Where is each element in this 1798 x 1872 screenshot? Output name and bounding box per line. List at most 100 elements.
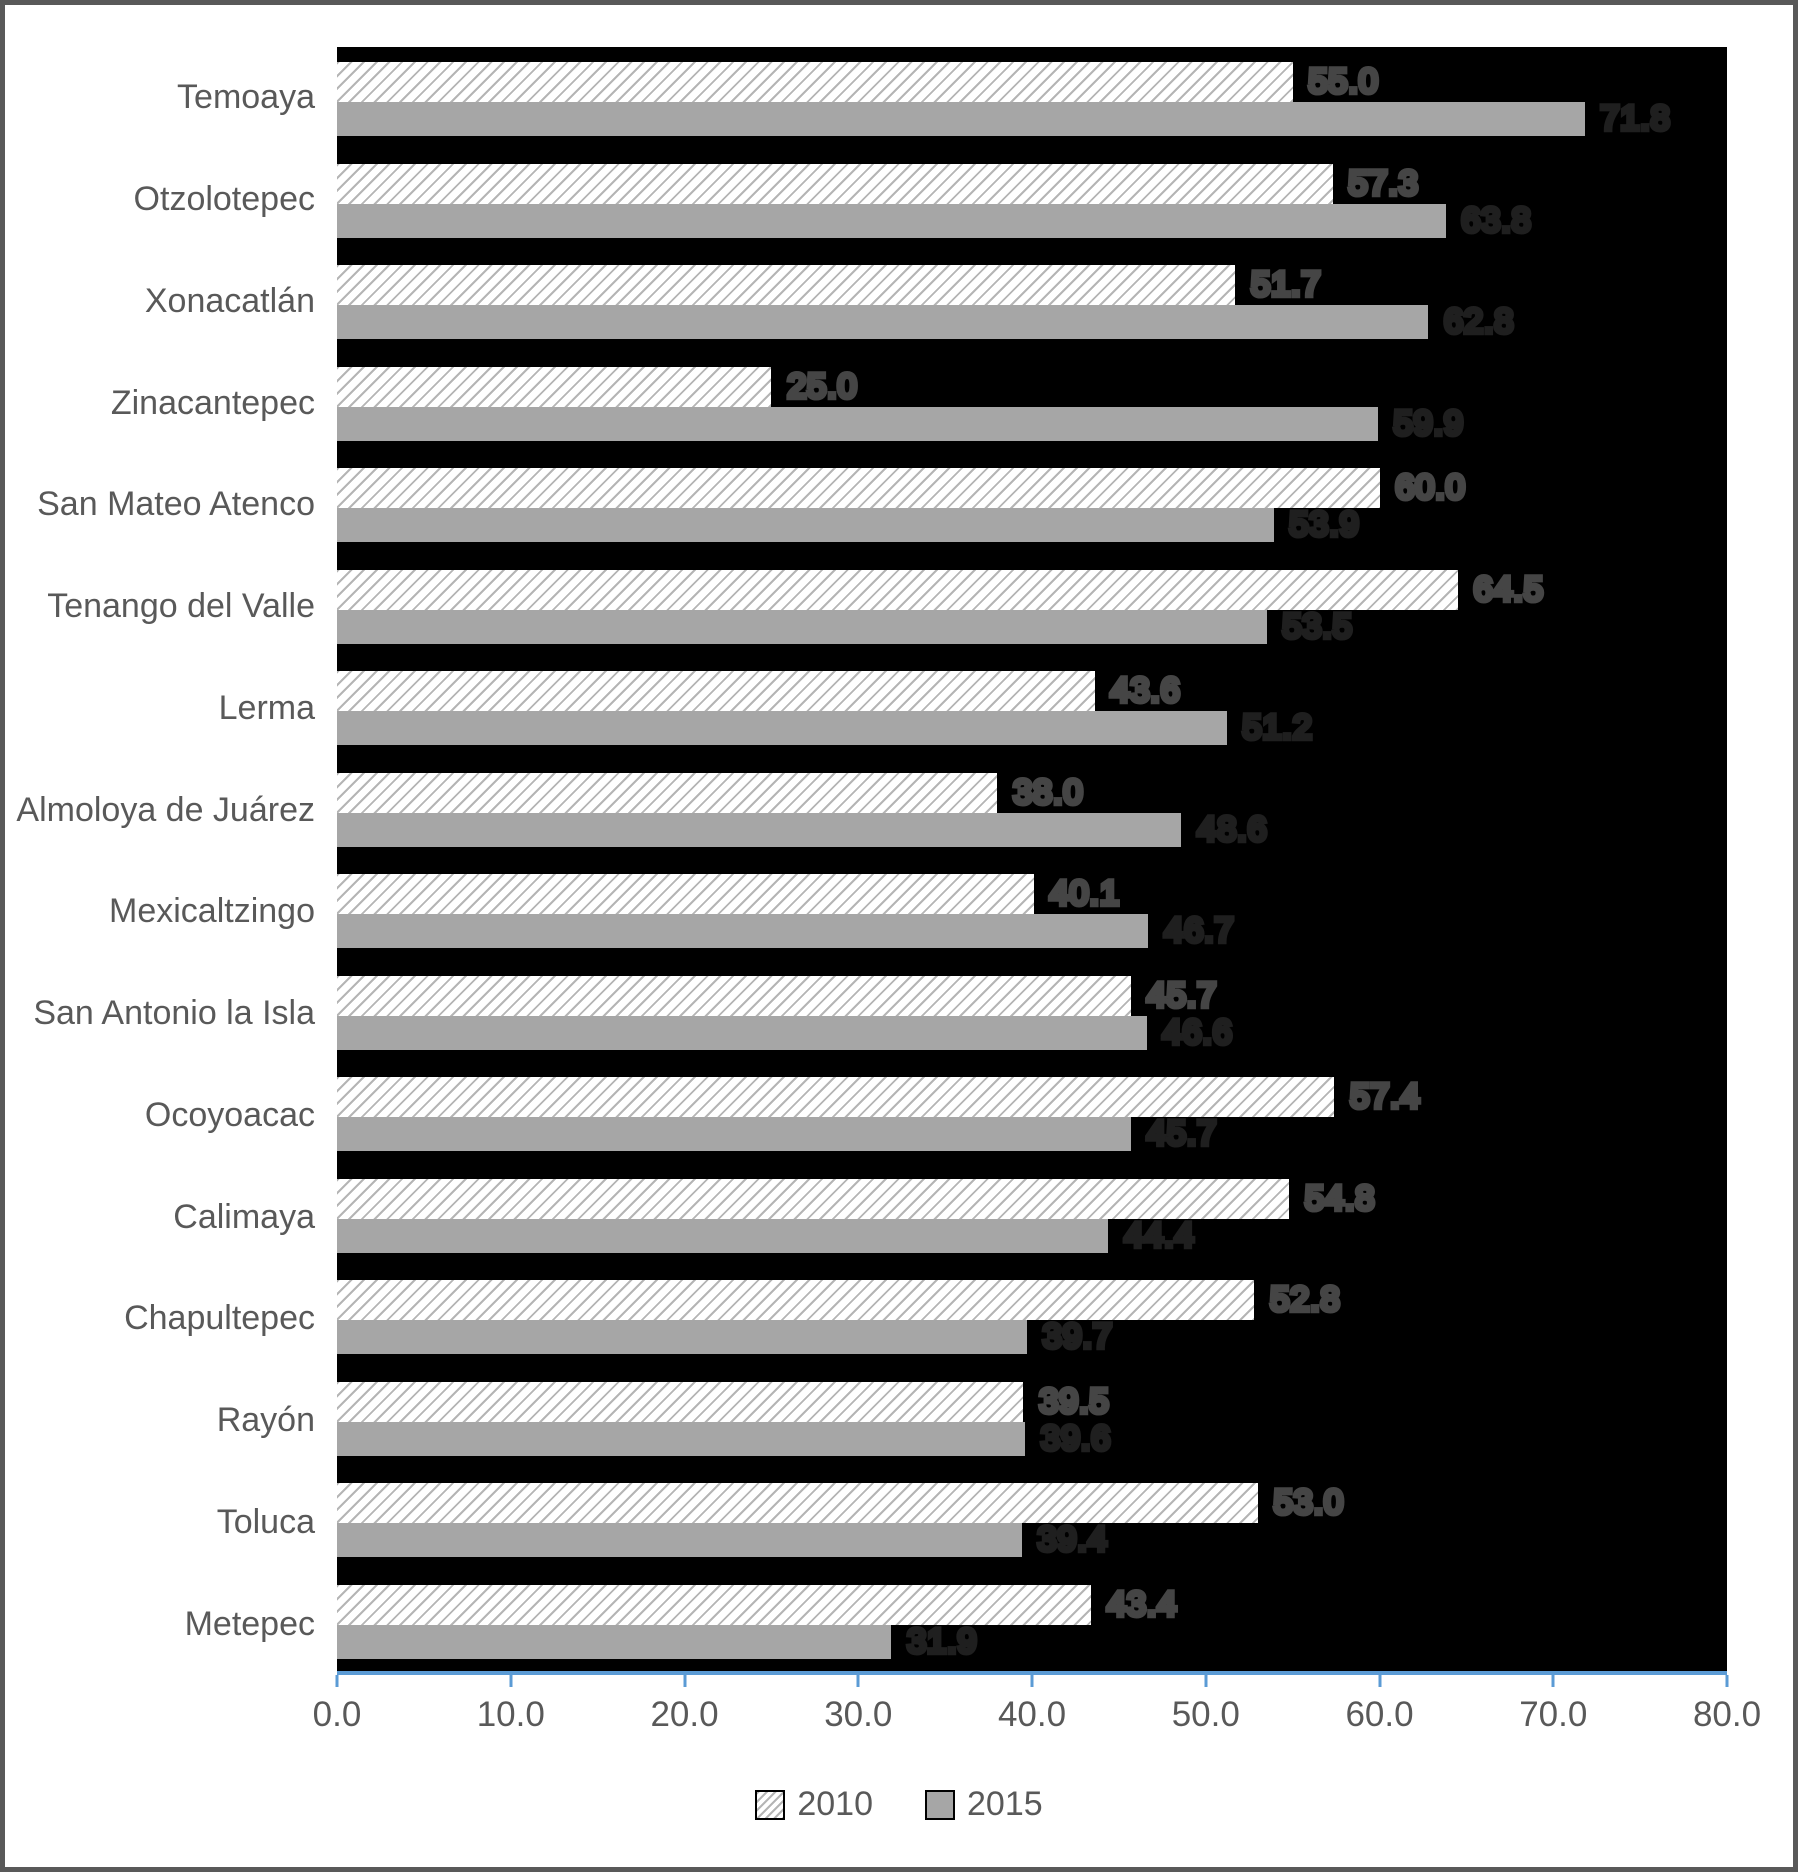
plot-row: 43.4 31.9	[337, 1570, 1727, 1672]
bar-2015	[337, 1421, 1026, 1456]
x-tick-label: 0.0	[312, 1695, 362, 1734]
x-tick-label: 40.0	[997, 1695, 1067, 1734]
bar-2015	[337, 305, 1429, 339]
bar-value-label-2015: 48.6	[1195, 807, 1270, 851]
plot-area: 55.0 71.8 57.3 63.8 51.7 62.8 25.0 59.9 60.0 53.9…	[335, 47, 1729, 1687]
plot-row: 57.3 63.8	[337, 149, 1727, 251]
bar-value-label-2015: 45.7	[1144, 1112, 1219, 1156]
bar-value-label-2010: 45.7	[1144, 973, 1219, 1017]
bar-value-label-2015: 44.4	[1122, 1213, 1197, 1257]
category-label: Almoloya de Juárez	[16, 790, 315, 829]
bar-value-label-2015: 51.2	[1240, 706, 1315, 750]
plot-row: 55.0 71.8	[337, 47, 1727, 149]
bar-value-label-2015: 71.8	[1598, 97, 1673, 141]
bar-value-label-2010: 57.3	[1346, 161, 1421, 205]
bar-2015	[337, 203, 1446, 238]
bar-2010	[337, 874, 1034, 914]
plot-row: 43.6 51.2	[337, 656, 1727, 758]
bar-2015	[337, 812, 1182, 847]
bar-value-label-2010: 43.4	[1104, 1582, 1179, 1626]
chart: Temoaya Otzolotepec Xonacatlán Zinacantepec…	[5, 5, 1793, 1867]
plot-row: 53.0 39.4	[337, 1468, 1727, 1570]
category-label: Tenango del Valle	[47, 587, 315, 626]
bar-value-label-2010: 52.8	[1268, 1278, 1343, 1322]
axis-tick	[335, 1675, 339, 1687]
bar-2015	[337, 508, 1274, 542]
bar-2015	[337, 914, 1149, 948]
bar-value-label-2015: 39.7	[1040, 1315, 1115, 1359]
category-label: Toluca	[216, 1502, 315, 1541]
bar-value-label-2015: 39.6	[1038, 1416, 1113, 1460]
bar-2015	[337, 1320, 1027, 1354]
plot-row: 64.5 53.5	[337, 555, 1727, 657]
axis-tick	[1204, 1675, 1208, 1687]
bar-2010	[337, 366, 772, 407]
bar-value-label-2010: 57.4	[1348, 1075, 1423, 1119]
category-label: Zinacantepec	[110, 383, 315, 422]
bar-value-label-2015: 39.4	[1035, 1518, 1110, 1562]
bar-2010	[337, 1483, 1258, 1523]
x-axis-labels: 0.0 10.0 20.0 30.0 40.0 50.0 60.0 70.0 80.0	[313, 1695, 1761, 1747]
axis-tick	[1725, 1675, 1729, 1687]
bar-value-label-2015: 63.8	[1459, 198, 1534, 242]
category-label: Temoaya	[177, 78, 315, 117]
category-label: San Mateo Atenco	[37, 485, 315, 524]
category-label: Calimaya	[173, 1197, 315, 1236]
plot-row: 54.8 44.4	[337, 1164, 1727, 1266]
plot-row: 25.0 59.9	[337, 352, 1727, 454]
bar-2010	[337, 772, 998, 813]
plot-row: 60.0 53.9	[337, 453, 1727, 555]
axis-tick	[1551, 1675, 1555, 1687]
bar-value-label-2010: 54.8	[1302, 1176, 1377, 1220]
category-label: Rayón	[216, 1401, 315, 1440]
bar-2010	[337, 1280, 1255, 1320]
bar-value-label-2010: 39.5	[1037, 1379, 1112, 1423]
bar-2015	[337, 1523, 1022, 1557]
bar-value-label-2010: 64.5	[1471, 567, 1546, 611]
legend-item-2010: 2010	[755, 1785, 873, 1824]
bar-2010	[337, 975, 1132, 1016]
bar-value-label-2015: 53.9	[1287, 503, 1362, 547]
bar-2015	[337, 711, 1227, 745]
bar-value-label-2015: 46.7	[1162, 909, 1237, 953]
bar-2010	[337, 62, 1293, 102]
bar-2015	[337, 1624, 892, 1659]
bar-2010	[337, 1584, 1092, 1625]
legend: 2010 2015	[5, 1785, 1793, 1824]
bar-value-label-2010: 51.7	[1249, 263, 1324, 307]
bar-2015	[337, 406, 1378, 441]
axis-tick	[856, 1675, 860, 1687]
bar-value-label-2010: 53.0	[1271, 1481, 1346, 1525]
bar-value-label-2015: 53.5	[1280, 604, 1355, 648]
plot-row: 38.0 48.6	[337, 758, 1727, 860]
bar-value-label-2010: 60.0	[1393, 466, 1468, 510]
bar-2010	[337, 671, 1095, 711]
bar-2015	[337, 1117, 1132, 1151]
x-tick-label: 50.0	[1171, 1695, 1240, 1734]
bar-2010	[337, 1077, 1335, 1117]
bar-2015	[337, 1218, 1109, 1253]
axis-tick-marks	[335, 1675, 1729, 1687]
category-label: San Antonio la Isla	[33, 994, 315, 1033]
category-label: Otzolotepec	[133, 180, 315, 219]
bar-2015	[337, 609, 1267, 644]
chart-main: Temoaya Otzolotepec Xonacatlán Zinacantepec…	[5, 47, 1729, 1687]
category-label: Lerma	[218, 688, 315, 727]
category-label: Mexicaltzingo	[109, 892, 315, 931]
bar-2010	[337, 265, 1236, 305]
plot-row: 39.5 39.6	[337, 1367, 1727, 1469]
legend-item-2015: 2015	[925, 1785, 1043, 1824]
bar-value-label-2015: 59.9	[1391, 401, 1466, 445]
plot-row: 51.7 62.8	[337, 250, 1727, 352]
legend-swatch-2015	[925, 1789, 955, 1820]
bar-value-label-2010: 43.6	[1108, 669, 1183, 713]
legend-label-2015: 2015	[967, 1785, 1043, 1823]
x-tick-label: 60.0	[1345, 1695, 1414, 1734]
category-label: Chapultepec	[124, 1299, 315, 1338]
legend-label-2010: 2010	[797, 1785, 873, 1823]
bar-value-label-2015: 46.6	[1160, 1010, 1235, 1054]
bar-2010	[337, 569, 1458, 610]
x-tick-label: 70.0	[1519, 1695, 1588, 1734]
axis-tick	[509, 1675, 513, 1687]
bar-2010	[337, 468, 1380, 508]
